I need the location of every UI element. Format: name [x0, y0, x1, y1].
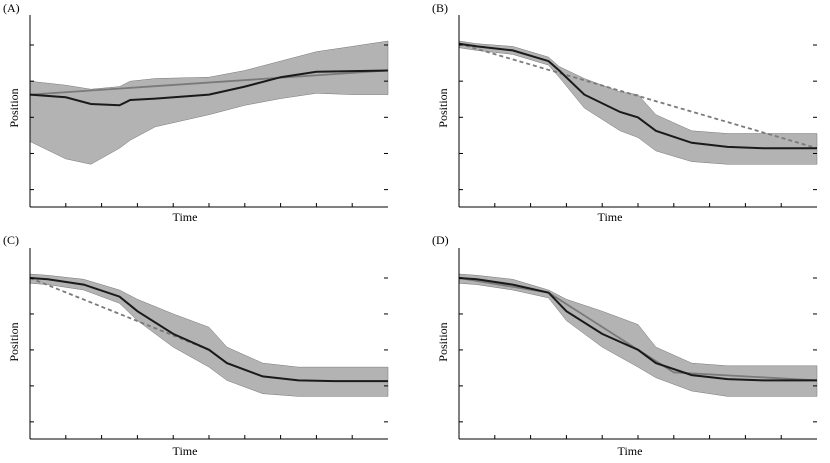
panel-label: (C)	[3, 233, 19, 247]
y-axis-label: Position	[436, 88, 450, 127]
mean-line	[29, 277, 388, 383]
y-axis-label: Position	[436, 322, 450, 361]
mean-line	[458, 277, 817, 382]
panel-label: (A)	[3, 1, 20, 15]
reference-line	[29, 277, 210, 351]
mean-line	[29, 69, 389, 107]
panel-d: (D) Time Position	[432, 233, 818, 458]
y-axis-label: Position	[7, 322, 21, 361]
panel-a: (A) Time Position	[3, 1, 389, 224]
y-axis-label: Position	[7, 88, 21, 127]
panel-c: (C) Time Position	[3, 233, 389, 458]
panel-label: (D)	[432, 233, 449, 247]
confidence-band	[458, 273, 818, 397]
x-axis-label: Time	[173, 444, 198, 458]
confidence-band	[29, 273, 389, 397]
confidence-band	[29, 40, 389, 165]
reference-line	[29, 69, 389, 96]
x-axis-label: Time	[618, 444, 643, 458]
reference-line	[458, 42, 818, 150]
panel-b: (B) Time Position	[432, 1, 818, 224]
panel-label: (B)	[432, 1, 448, 15]
x-axis-label: Time	[173, 210, 198, 224]
x-axis-label: Time	[598, 210, 623, 224]
mean-line	[458, 42, 817, 150]
confidence-band	[458, 40, 818, 165]
